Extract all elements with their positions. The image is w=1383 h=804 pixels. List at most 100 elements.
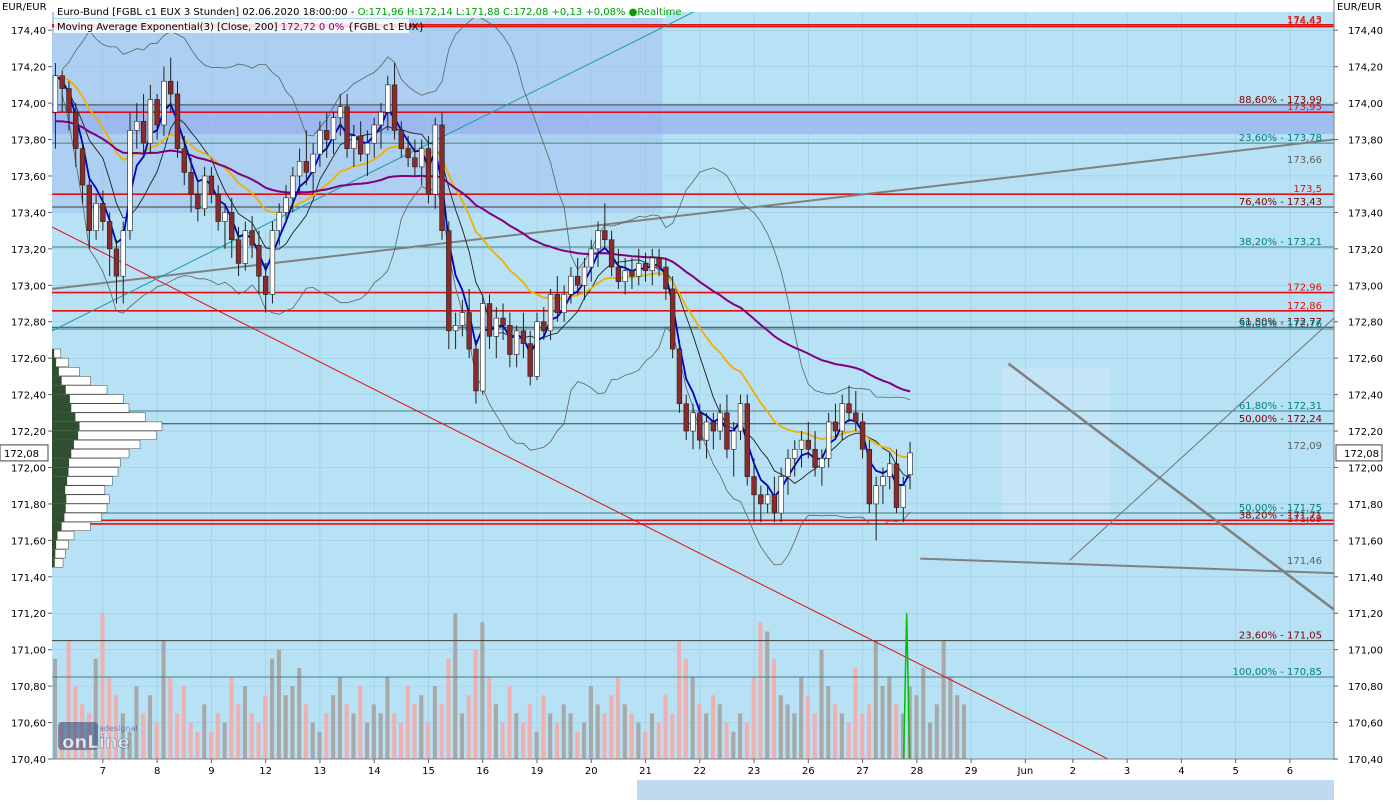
candle-body — [161, 80, 167, 126]
volume-bar — [371, 704, 376, 759]
candle-body — [215, 193, 221, 222]
level-label: 173,5 — [1293, 184, 1322, 195]
level-label: 50,00% - 171,75 — [1239, 503, 1322, 514]
y-tick-label: 172,00 — [11, 463, 46, 474]
volume-bar — [602, 713, 607, 759]
level-label: 173,95 — [1287, 102, 1322, 113]
header-box-1 — [54, 4, 666, 18]
volume-bar — [66, 640, 71, 759]
candle-body — [229, 212, 235, 241]
volume-bar — [432, 686, 437, 759]
candle-body — [351, 135, 357, 149]
volume-bar — [147, 695, 153, 759]
candle-body — [66, 88, 72, 113]
volume-bar — [772, 658, 777, 759]
currency-label-right: EUR/EUR — [1337, 2, 1382, 13]
candle-body — [140, 121, 147, 144]
volume-bar — [317, 731, 322, 759]
volume-bar — [249, 713, 254, 759]
level-label: 172,96 — [1287, 283, 1322, 294]
candle-body — [439, 124, 445, 231]
x-tick-label: 29 — [965, 766, 978, 777]
realtime-label: Realtime — [637, 7, 681, 18]
volume-bar — [242, 686, 247, 759]
level-label: 171,69 — [1287, 514, 1322, 525]
volume-bar — [561, 704, 566, 759]
profile-layer — [52, 348, 163, 568]
candle-body — [676, 348, 683, 405]
candle-body — [208, 175, 215, 195]
candle-body — [819, 458, 825, 468]
volume-bar — [168, 677, 173, 759]
profile-bar-core — [52, 494, 67, 504]
candle-body — [513, 330, 520, 355]
candle-body — [398, 130, 405, 149]
volume-bar — [839, 713, 844, 759]
x-tick-label: 16 — [476, 766, 489, 777]
candle-body — [181, 148, 187, 173]
level-label: 100,00% - 170,85 — [1233, 667, 1322, 678]
level-label: 61,80% - 172,31 — [1239, 401, 1322, 412]
current-price-box-left — [0, 444, 49, 462]
candle-body — [690, 412, 696, 432]
y-tick-label: 172,80 — [1348, 318, 1383, 329]
x-tick-label: 9 — [208, 766, 214, 777]
candle-body — [357, 135, 364, 155]
y-axis-right: 174,40 174,20 174,00 173,80 173,60 173,40 173,… — [1334, 26, 1383, 766]
candle-body — [262, 275, 269, 295]
profile-bar — [52, 476, 113, 486]
volume-bar — [697, 704, 702, 759]
candle-body — [459, 312, 466, 326]
volume-bar — [107, 677, 112, 759]
volume-bar — [568, 713, 573, 759]
profile-bar — [52, 412, 146, 422]
candle-body — [629, 270, 635, 277]
y-tick-label: 170,40 — [11, 755, 46, 766]
profile-bar — [52, 485, 106, 495]
volume-bar — [636, 722, 641, 759]
y-tick-label: 173,20 — [1348, 245, 1383, 256]
candle-body — [547, 294, 554, 332]
level-label: 174,42 — [1287, 17, 1322, 28]
y-tick-label: 174,40 — [11, 26, 46, 37]
volume-bar — [907, 686, 912, 759]
candle-body — [731, 430, 737, 450]
candle-body — [452, 325, 459, 332]
y-tick-label: 171,60 — [11, 536, 46, 547]
volume-layer — [53, 613, 967, 759]
watermark-box — [58, 722, 98, 750]
minimap-strip[interactable] — [637, 780, 1334, 800]
candle-layer — [52, 57, 913, 541]
y-tick-label: 171,80 — [11, 500, 46, 511]
x-tick-label: 13 — [314, 766, 327, 777]
profile-bar-core — [52, 540, 57, 549]
candle-body — [446, 230, 452, 332]
volume-bar — [928, 722, 933, 759]
x-tick-label: 12 — [259, 766, 272, 777]
profile-bar-core — [52, 503, 66, 513]
volume-bar — [758, 622, 763, 759]
y-tick-label: 170,80 — [1348, 682, 1383, 693]
candle-body — [812, 448, 818, 468]
volume-bar — [270, 658, 275, 759]
candle-body — [649, 257, 655, 272]
x-tick-label: 27 — [856, 766, 869, 777]
level-label: 88,60% - 173,99 — [1239, 95, 1322, 106]
watermark-logo: Tradesignal onLine — [58, 722, 138, 753]
x-tick-label: Jun — [1017, 766, 1034, 777]
candle-body — [120, 230, 126, 277]
candle-body — [798, 439, 805, 450]
y-tick-label: 171,00 — [1348, 646, 1383, 657]
candle-body — [127, 130, 133, 231]
profile-bar-core — [52, 358, 57, 367]
watermark-brand: Tradesignal — [91, 724, 138, 733]
profile-bar — [52, 521, 91, 532]
realtime-dot: ● — [626, 7, 638, 18]
candle-body — [59, 75, 65, 89]
candle-body — [86, 184, 92, 231]
current-price-box-right — [1335, 444, 1383, 462]
y-tick-label: 174,00 — [1348, 99, 1383, 110]
volume-bar — [385, 677, 390, 759]
profile-bar-core — [52, 449, 72, 458]
